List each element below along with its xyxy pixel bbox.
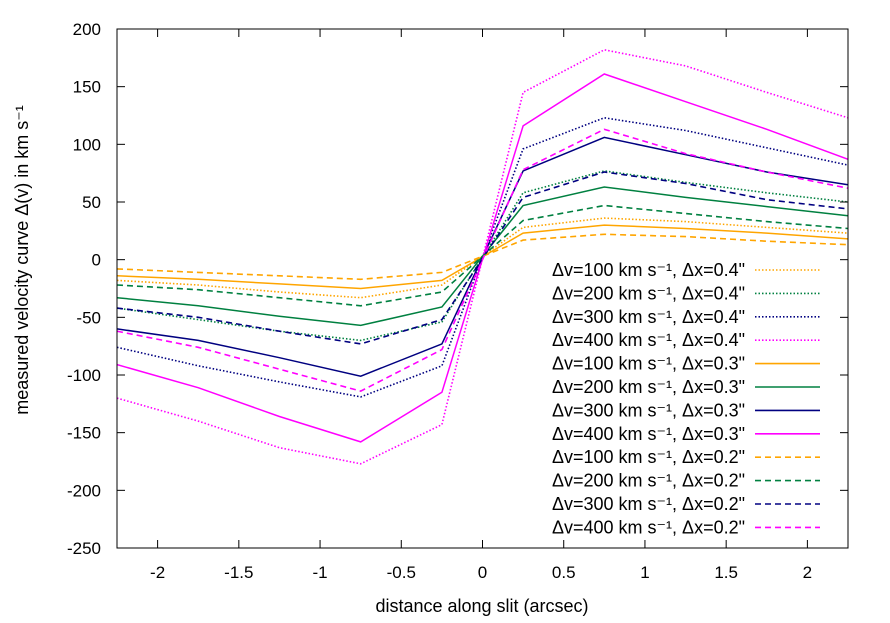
legend-label: Δv=300 km s⁻¹, Δx=0.4" — [552, 307, 745, 327]
y-tick-label: -50 — [76, 308, 101, 327]
y-tick-label: -150 — [67, 424, 101, 443]
y-axis-label: measured velocity curve Δ(v) in km s⁻¹ — [12, 105, 32, 415]
series-line-2 — [117, 116, 848, 398]
x-axis-label: distance along slit (arcsec) — [375, 596, 588, 616]
y-tick-label: 50 — [82, 193, 101, 212]
series-layer — [117, 48, 848, 465]
y-tick-label: 200 — [73, 20, 101, 39]
legend-label: Δv=300 km s⁻¹, Δx=0.3" — [552, 400, 745, 420]
x-tick-label: -0.5 — [387, 563, 416, 582]
series-line-9 — [117, 204, 848, 307]
legend-label: Δv=400 km s⁻¹, Δx=0.4" — [552, 330, 745, 350]
legend: Δv=100 km s⁻¹, Δx=0.4" Δv=200 km s⁻¹, Δx=… — [552, 260, 820, 537]
x-tick-label: 0 — [478, 563, 487, 582]
legend-label: Δv=300 km s⁻¹, Δx=0.2" — [552, 494, 745, 514]
series-line-11 — [117, 128, 848, 392]
legend-label: Δv=100 km s⁻¹, Δx=0.2" — [552, 447, 745, 467]
y-tick-label: -250 — [67, 539, 101, 558]
x-tick-label: -1.5 — [224, 563, 253, 582]
series-line-8 — [117, 233, 848, 281]
legend-label: Δv=100 km s⁻¹, Δx=0.3" — [552, 354, 745, 374]
legend-label: Δv=200 km s⁻¹, Δx=0.3" — [552, 377, 745, 397]
y-tick-label: -200 — [67, 481, 101, 500]
legend-label: Δv=200 km s⁻¹, Δx=0.4" — [552, 283, 745, 303]
series-line-3 — [117, 48, 848, 465]
series-line-1 — [117, 170, 848, 342]
y-tick-label: 0 — [92, 251, 101, 270]
legend-label: Δv=100 km s⁻¹, Δx=0.4" — [552, 260, 745, 280]
x-tick-label: 1 — [640, 563, 649, 582]
y-tick-label: -100 — [67, 366, 101, 385]
legend-label: Δv=400 km s⁻¹, Δx=0.3" — [552, 424, 745, 444]
x-tick-label: -1 — [312, 563, 327, 582]
y-tick-label: 150 — [73, 78, 101, 97]
x-tick-label: 0.5 — [552, 563, 576, 582]
x-tick-label: -2 — [150, 563, 165, 582]
x-tick-label: 2 — [803, 563, 812, 582]
ticks-layer: -2 -1.5 -1 -0.5 0 0.5 1 1.5 2 -250 -200 -150 -100 -50… — [67, 20, 848, 582]
x-tick-label: 1.5 — [714, 563, 738, 582]
legend-label: Δv=200 km s⁻¹, Δx=0.2" — [552, 471, 745, 491]
y-tick-label: 100 — [73, 135, 101, 154]
legend-label: Δv=400 km s⁻¹, Δx=0.2" — [552, 517, 745, 537]
